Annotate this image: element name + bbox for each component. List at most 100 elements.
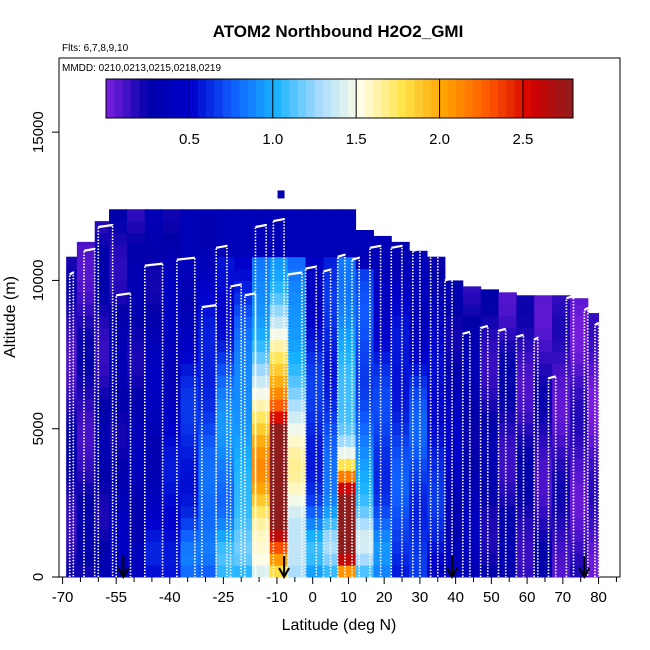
heatmap-cell: [287, 244, 307, 258]
heatmap-cell: [66, 375, 78, 388]
heatmap-cell: [516, 351, 535, 364]
heatmap-cell: [216, 470, 235, 483]
heatmap-cell: [391, 446, 410, 459]
heatmap-cell: [337, 292, 357, 305]
heatmap-cell: [126, 565, 146, 578]
heatmap-cell: [552, 399, 571, 412]
colorbar-swatch: [206, 79, 215, 118]
heatmap-cell: [216, 327, 235, 341]
colorbar-swatch: [131, 79, 140, 118]
heatmap-cell: [144, 410, 164, 424]
heatmap-cell: [234, 256, 253, 270]
heatmap-cell: [305, 434, 324, 448]
heatmap-cell: [269, 280, 289, 293]
heatmap-cell: [287, 375, 307, 388]
heatmap-cell: [198, 387, 217, 400]
heatmap-cell: [462, 434, 482, 448]
heatmap-cell: [427, 363, 446, 376]
heatmap-cell: [76, 493, 96, 507]
heatmap-cell: [287, 209, 307, 222]
heatmap-cell: [462, 565, 482, 578]
heatmap-cell: [337, 446, 357, 459]
heatmap-cell: [269, 446, 289, 459]
heatmap-cell: [480, 422, 500, 436]
flight-cruise-segment: [444, 277, 453, 282]
heatmap-cell: [323, 244, 339, 258]
isolated-data-point: [277, 190, 285, 199]
heatmap-cell: [587, 458, 600, 471]
x-tick-label: -70: [52, 589, 74, 606]
heatmap-cell: [516, 410, 535, 424]
heatmap-cell: [198, 517, 217, 531]
heatmap-cell: [480, 458, 500, 471]
heatmap-cell: [337, 351, 357, 364]
heatmap-cell: [587, 351, 600, 364]
heatmap-cell: [587, 313, 600, 317]
heatmap-cell: [180, 387, 199, 400]
colorbar-swatch: [506, 79, 516, 118]
heatmap-cell: [305, 470, 324, 483]
heatmap-cell: [287, 232, 307, 246]
heatmap-cell: [391, 268, 410, 281]
colorbar-swatch: [156, 79, 165, 118]
heatmap-cell: [373, 493, 392, 507]
heatmap-cell: [534, 316, 553, 329]
heatmap-cell: [373, 268, 392, 281]
heatmap-cell: [269, 221, 289, 234]
heatmap-cell: [66, 541, 78, 554]
colorbar-swatch: [531, 79, 541, 118]
heatmap-cell: [516, 304, 535, 317]
heatmap-cell: [480, 339, 500, 353]
heatmap-cell: [66, 363, 78, 376]
heatmap-cell: [216, 304, 235, 317]
heatmap-cell: [355, 422, 374, 436]
heatmap-cell: [76, 399, 96, 412]
colorbar-swatch: [172, 79, 182, 118]
heatmap-cell: [269, 244, 289, 258]
heatmap-cell: [287, 493, 307, 507]
heatmap-cell: [355, 268, 374, 281]
colorbar-swatch: [297, 79, 307, 118]
heatmap-cell: [251, 541, 271, 554]
heatmap-cell: [109, 470, 128, 483]
heatmap-cell: [269, 505, 289, 519]
heatmap-cell: [94, 339, 110, 353]
heatmap-cell: [391, 434, 410, 448]
flight-cruise-segment: [305, 265, 317, 270]
heatmap-cell: [66, 327, 78, 341]
heatmap-cell: [234, 482, 253, 495]
heatmap-cell: [162, 375, 181, 388]
heatmap-cell: [305, 292, 324, 305]
heatmap-cell: [498, 493, 517, 507]
heatmap-cell: [94, 517, 110, 531]
heatmap-cell: [66, 493, 78, 507]
heatmap-cell: [480, 351, 500, 364]
heatmap-cell: [269, 399, 289, 412]
heatmap-cell: [534, 422, 553, 436]
x-tick-label: 60: [519, 589, 536, 606]
heatmap-cell: [462, 422, 482, 436]
heatmap-cell: [287, 470, 307, 483]
heatmap-cell: [516, 482, 535, 495]
heatmap-cell: [94, 304, 110, 317]
heatmap-cell: [552, 458, 571, 471]
heatmap-cell: [516, 327, 535, 341]
heatmap-cell: [427, 553, 446, 566]
flight-cruise-segment: [533, 336, 539, 341]
heatmap-cell: [323, 256, 339, 270]
heatmap-cell: [409, 256, 428, 270]
heatmap-cell: [94, 351, 110, 364]
heatmap-cell: [66, 458, 78, 471]
heatmap-cell: [409, 410, 428, 424]
heatmap-cell: [162, 482, 181, 495]
heatmap-cell: [162, 434, 181, 448]
heatmap-cell: [444, 505, 464, 519]
heatmap-cell: [498, 541, 517, 554]
heatmap-cell: [444, 422, 464, 436]
heatmap-cell: [516, 553, 535, 566]
colorbar-tick-label: 1.5: [346, 131, 367, 148]
heatmap-cell: [409, 446, 428, 459]
heatmap-cell: [516, 399, 535, 412]
heatmap-cell: [180, 399, 199, 412]
colorbar-swatch: [272, 79, 282, 118]
